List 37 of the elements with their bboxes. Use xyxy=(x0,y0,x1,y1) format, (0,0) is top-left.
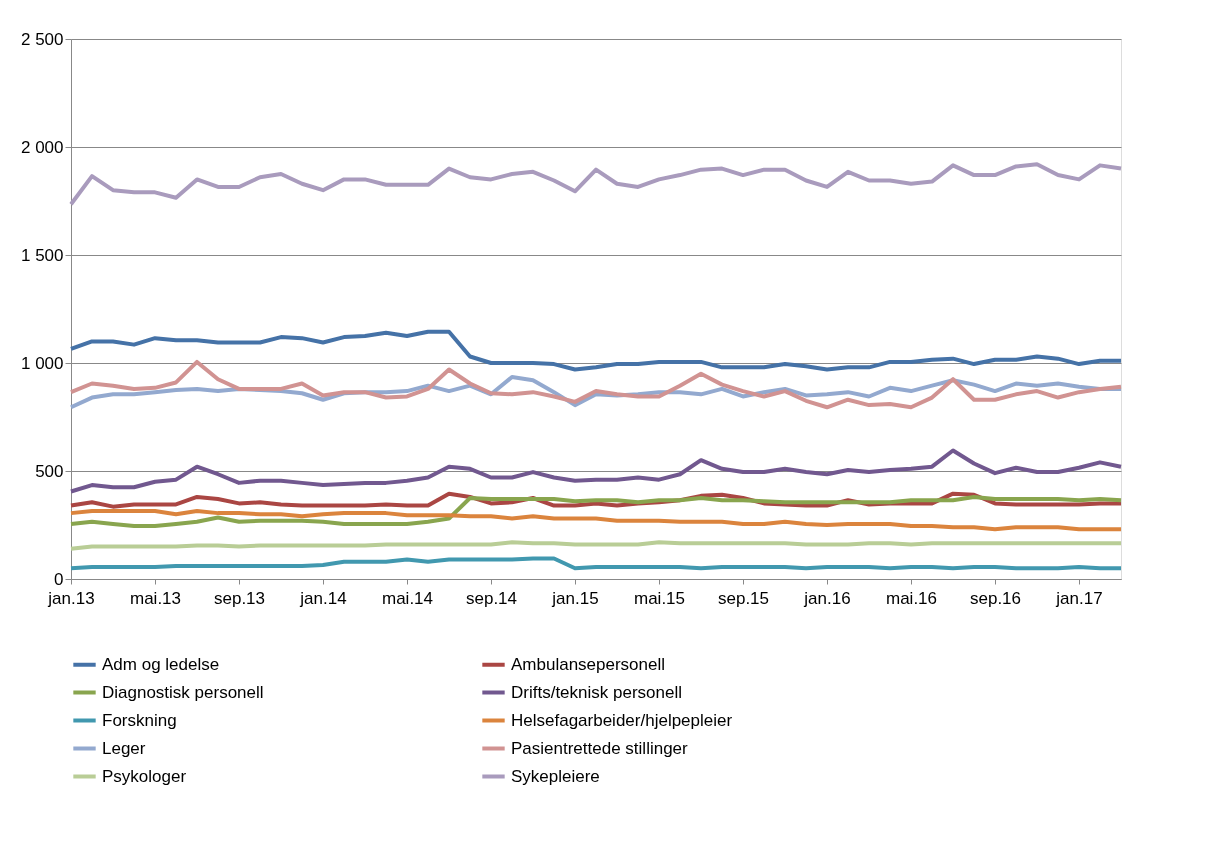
y-tick-label: 500 xyxy=(35,461,64,481)
line-series xyxy=(69,448,1123,494)
legend-label: Sykepleiere xyxy=(511,766,600,786)
y-tick-label: 2 500 xyxy=(20,29,64,49)
x-tick-label: sep.14 xyxy=(465,588,518,608)
x-tick-label: jan.15 xyxy=(551,588,599,608)
legend-label: Ambulansepersonell xyxy=(511,654,666,674)
x-tick-label: mai.15 xyxy=(633,588,686,608)
legend-label: Forskning xyxy=(102,710,177,730)
legend-label: Pasientrettede stillinger xyxy=(511,738,689,758)
line-series xyxy=(69,556,1123,571)
legend-label: Leger xyxy=(102,738,146,758)
legend-label: Drifts/teknisk personell xyxy=(511,682,683,702)
x-tick-label: sep.13 xyxy=(213,588,266,608)
line-series xyxy=(69,162,1123,207)
x-tick-label: jan.16 xyxy=(803,588,851,608)
legend-label: Adm og ledelse xyxy=(102,654,220,674)
legend-label: Psykologer xyxy=(102,766,187,786)
y-tick-label: 1 000 xyxy=(20,353,64,373)
x-tick-label: jan.14 xyxy=(299,588,347,608)
y-tick-label: 0 xyxy=(54,569,64,589)
x-tick-label: mai.13 xyxy=(129,588,182,608)
legend-label: Helsefagarbeider/hjelpepleier xyxy=(511,710,733,730)
x-tick-label: sep.15 xyxy=(717,588,770,608)
line-series xyxy=(69,540,1123,551)
x-tick-label: mai.14 xyxy=(381,588,434,608)
line-series xyxy=(69,359,1123,410)
x-tick-label: jan.13 xyxy=(47,588,95,608)
line-series xyxy=(69,329,1123,372)
y-tick-label: 2 000 xyxy=(20,137,64,157)
line-series xyxy=(69,508,1123,532)
line-series xyxy=(69,494,1123,529)
x-tick-label: mai.16 xyxy=(885,588,938,608)
legend-label: Diagnostisk personell xyxy=(102,682,264,702)
x-tick-label: sep.16 xyxy=(969,588,1022,608)
x-tick-label: jan.17 xyxy=(1055,588,1103,608)
y-tick-label: 1 500 xyxy=(20,245,64,265)
